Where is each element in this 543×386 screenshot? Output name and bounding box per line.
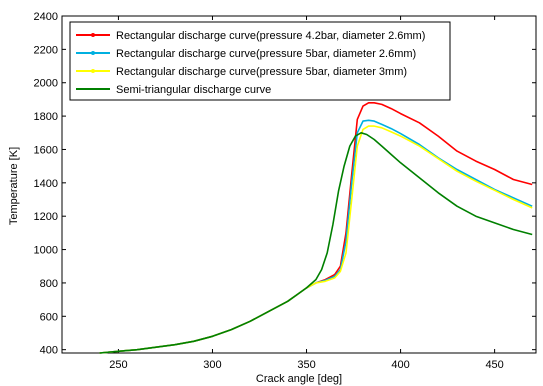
y-tick-label: 400 bbox=[40, 345, 58, 357]
y-tick-label: 2200 bbox=[34, 44, 58, 56]
legend-swatch-marker bbox=[91, 69, 95, 73]
x-tick-label: 350 bbox=[297, 359, 315, 371]
legend-entry: Rectangular discharge curve(pressure 5ba… bbox=[76, 48, 416, 60]
legend: Rectangular discharge curve(pressure 4.2… bbox=[69, 21, 451, 101]
y-tick-label: 1800 bbox=[34, 111, 58, 123]
legend-label: Rectangular discharge curve(pressure 5ba… bbox=[116, 48, 416, 60]
y-tick-label: 1400 bbox=[34, 178, 58, 190]
legend-entry: Rectangular discharge curve(pressure 4.2… bbox=[76, 30, 425, 42]
y-tick-label: 2000 bbox=[34, 78, 58, 90]
y-tick-label: 600 bbox=[40, 311, 58, 323]
y-axis-label: Temperature [K] bbox=[8, 147, 20, 225]
series-line bbox=[99, 132, 533, 354]
legend-entry: Semi-triangular discharge curve bbox=[76, 84, 271, 96]
series-lines bbox=[99, 102, 533, 354]
legend-label: Rectangular discharge curve(pressure 4.2… bbox=[116, 30, 425, 42]
legend-swatch-marker bbox=[91, 51, 95, 55]
x-tick-label: 400 bbox=[391, 359, 409, 371]
legend-label: Semi-triangular discharge curve bbox=[116, 84, 271, 96]
y-tick-label: 1000 bbox=[34, 245, 58, 257]
axis-ticks: 250 300 350 400 450 400 600 800 1000 1200 1400 1600… bbox=[34, 11, 536, 371]
y-tick-label: 800 bbox=[40, 278, 58, 290]
legend-box bbox=[69, 21, 451, 101]
y-tick-label: 2400 bbox=[34, 11, 58, 23]
x-axis-label: Crack angle [deg] bbox=[256, 373, 342, 385]
x-tick-label: 300 bbox=[203, 359, 221, 371]
legend-label: Rectangular discharge curve(pressure 5ba… bbox=[116, 66, 407, 78]
y-tick-label: 1200 bbox=[34, 211, 58, 223]
x-tick-label: 450 bbox=[485, 359, 503, 371]
y-tick-label: 1600 bbox=[34, 144, 58, 156]
legend-entry: Rectangular discharge curve(pressure 5ba… bbox=[76, 66, 407, 78]
legend-swatch-marker bbox=[91, 33, 95, 37]
x-tick-label: 250 bbox=[109, 359, 127, 371]
